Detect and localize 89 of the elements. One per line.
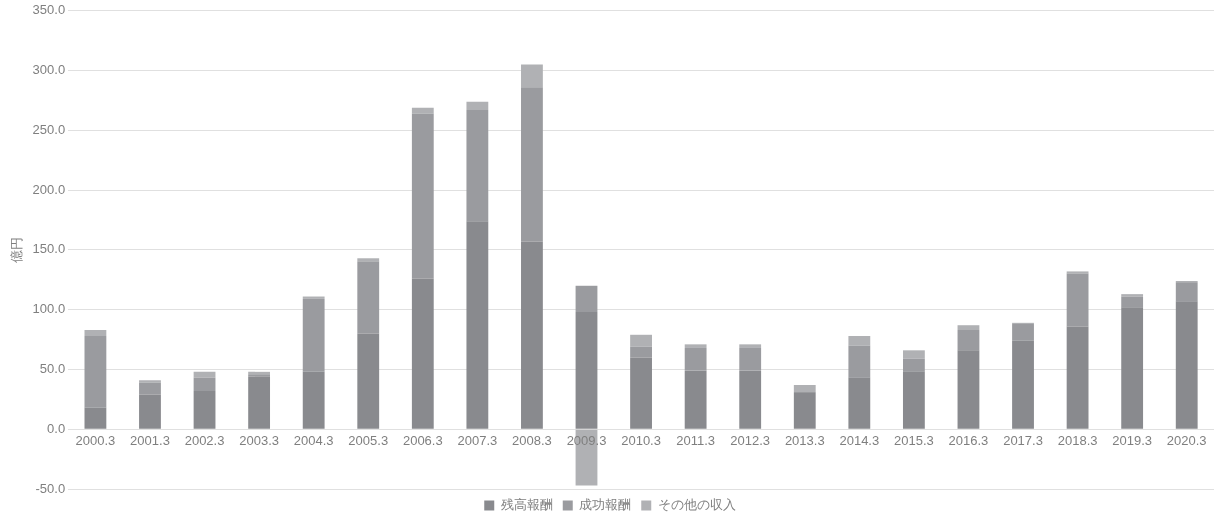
bar [302, 371, 325, 429]
bar [357, 333, 380, 429]
bar [1121, 307, 1144, 429]
bar [902, 358, 925, 372]
x-tick-label: 2008.3 [512, 433, 552, 449]
bar [793, 392, 816, 429]
bar [84, 330, 107, 336]
bar [684, 370, 707, 429]
bar [1066, 273, 1089, 327]
bar [575, 312, 598, 429]
bar [848, 335, 871, 346]
x-tick-label: 2013.3 [784, 433, 825, 449]
x-tick-label: 2014.3 [839, 433, 880, 449]
y-tick-label: -50.0 [35, 480, 66, 496]
x-tick-label: 2020.3 [1166, 433, 1207, 449]
bar [1066, 326, 1089, 429]
bar [193, 371, 216, 378]
bar [357, 261, 380, 334]
y-tick-label: 250.0 [32, 121, 66, 137]
y-tick-label: 300.0 [32, 62, 66, 78]
bar [957, 350, 980, 429]
bar [1121, 294, 1144, 297]
bar [1175, 301, 1198, 429]
bar [1175, 282, 1198, 302]
bar [739, 344, 762, 348]
bar [1012, 324, 1034, 341]
bar [1012, 340, 1034, 429]
bar [521, 241, 543, 429]
bar [739, 370, 762, 429]
bar [630, 334, 652, 347]
bar [357, 258, 380, 262]
bar [1066, 271, 1089, 274]
bar [575, 285, 598, 313]
y-tick-label: 150.0 [32, 241, 66, 257]
x-tick-label: 2003.3 [239, 433, 279, 449]
x-tick-label: 2018.3 [1057, 433, 1098, 449]
bar [902, 350, 925, 359]
bar [739, 347, 762, 371]
x-tick-label: 2015.3 [894, 433, 934, 449]
bar [793, 384, 816, 393]
y-tick-label: 50.0 [39, 361, 66, 377]
bar [848, 345, 871, 378]
bar [411, 107, 434, 114]
bar [466, 110, 489, 222]
bar [84, 335, 107, 408]
bar [411, 113, 434, 279]
x-tick-label: 2012.3 [730, 433, 771, 449]
y-tick-label: 100.0 [32, 301, 66, 317]
x-tick-label: 2007.3 [457, 433, 498, 449]
x-tick-label: 2002.3 [184, 433, 225, 449]
bar [466, 221, 489, 429]
y-tick-label: 0.0 [47, 420, 66, 436]
legend-label: 成功報酬 [579, 497, 632, 513]
bar [957, 330, 980, 351]
bar [630, 346, 652, 358]
y-axis-title: 億円 [9, 236, 25, 263]
bar [466, 101, 489, 111]
bar [193, 390, 216, 429]
bar [139, 382, 161, 395]
bar [521, 64, 543, 88]
x-tick-label: 2019.3 [1112, 433, 1153, 449]
bar [193, 377, 216, 391]
bar [848, 377, 871, 429]
x-tick-label: 2016.3 [948, 433, 989, 449]
y-tick-label: 200.0 [32, 181, 66, 197]
bar [630, 357, 652, 429]
bar [411, 278, 434, 429]
x-tick-label: 2006.3 [402, 433, 443, 449]
bar [902, 371, 925, 429]
legend-label: 残高報酬 [500, 497, 553, 513]
bar [521, 87, 543, 242]
x-tick-label: 2011.3 [676, 433, 716, 449]
bar [139, 394, 161, 429]
x-tick-label: 2001.3 [130, 433, 170, 449]
x-tick-label: 2010.3 [621, 433, 661, 449]
y-tick-label: 350.0 [32, 2, 66, 18]
bar [248, 376, 271, 429]
x-tick-label: 2000.3 [75, 433, 116, 449]
x-tick-label: 2004.3 [293, 433, 334, 449]
bar [84, 407, 107, 429]
legend-label: その他の収入 [657, 497, 736, 513]
bar [684, 347, 707, 371]
bar [302, 298, 325, 372]
bar [139, 380, 161, 383]
x-tick-label: 2017.3 [1003, 433, 1043, 449]
bar [1121, 296, 1144, 308]
bar [957, 325, 980, 330]
x-tick-label: 2005.3 [348, 433, 389, 449]
bar [684, 344, 707, 348]
